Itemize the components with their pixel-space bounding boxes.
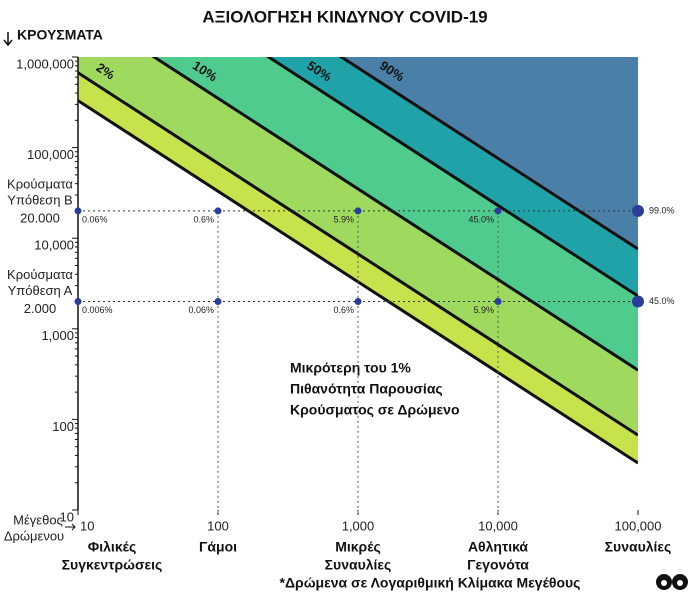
- value-label: 0.06%: [82, 214, 108, 224]
- y-arrow: [3, 32, 13, 47]
- value-label: 5.9%: [333, 214, 354, 224]
- scenario-point: [494, 207, 502, 215]
- scenario-cases: 20.000: [20, 210, 60, 225]
- event-label: Φιλικές: [88, 539, 136, 555]
- value-label: 0.006%: [82, 305, 113, 315]
- annotation: Κρούσματος σε Δρώμενο: [290, 402, 460, 418]
- scenario-point: [354, 298, 362, 306]
- scenario-point: [214, 207, 222, 215]
- logo: [656, 574, 688, 590]
- y-tick-label: 10,000: [34, 238, 74, 253]
- x-tick-label: 100,000: [615, 518, 662, 533]
- scenario-point: [74, 298, 82, 306]
- value-label: 0.6%: [333, 305, 354, 315]
- y-tick-label: 10: [60, 509, 74, 524]
- x-axis-title: Μέγεθος: [13, 512, 63, 527]
- y-tick-label: 1,000: [41, 328, 74, 343]
- event-label: Γάμοι: [199, 539, 237, 555]
- scenario-point: [354, 207, 362, 215]
- scenario-cases: 2.000: [24, 301, 57, 316]
- scenario-label: Υπόθεση Α: [8, 283, 73, 298]
- risk-line: [151, 57, 638, 372]
- value-label: 0.06%: [188, 305, 214, 315]
- scenario-point: [74, 207, 82, 215]
- annotation: Πιθανότητα Παρουσίας: [290, 381, 443, 397]
- event-label: Μικρές: [335, 539, 381, 555]
- footnote: *Δρώμενα σε Λογαριθμική Κλίμακα Μεγέθους: [280, 575, 581, 591]
- event-label: Γεγονότα: [467, 557, 529, 573]
- value-label: 5.9%: [473, 305, 494, 315]
- annotation: Μικρότερη του 1%: [290, 360, 411, 376]
- x-axis-title: Δρώμενου: [4, 528, 64, 543]
- value-label: 0.6%: [193, 214, 214, 224]
- y-tick-label: 100: [52, 419, 74, 434]
- y-axis-title: ΚΡΟΥΣΜΑΤΑ: [17, 27, 103, 43]
- event-label: Αθλητικά: [468, 539, 528, 555]
- x-tick-label: 100: [207, 518, 229, 533]
- event-label: Συναυλίες: [325, 557, 392, 573]
- y-tick-label: 100,000: [27, 147, 74, 162]
- event-label: Συναυλίες: [605, 539, 672, 555]
- value-label: 45.0%: [468, 214, 494, 224]
- value-label: 45.0%: [649, 296, 675, 306]
- scenario-label: Κρούσματα: [7, 267, 73, 282]
- y-tick-label: 1,000,000: [16, 56, 74, 71]
- x-tick-label: 10: [80, 518, 94, 533]
- scenario-point: [632, 295, 644, 308]
- risk-line: [78, 71, 638, 437]
- value-label: 99.0%: [649, 205, 675, 215]
- x-tick-label: 10,000: [478, 518, 518, 533]
- x-arrow: [65, 523, 76, 531]
- scenario-point: [632, 204, 644, 217]
- chart-title: ΑΞΙΟΛΟΓΗΣΗ ΚΙΝΔΥΝΟΥ COVID-19: [202, 7, 487, 26]
- x-tick-label: 1,000: [342, 518, 375, 533]
- scenario-point: [214, 298, 222, 306]
- risk-line: [338, 57, 638, 251]
- risk-line: [265, 57, 638, 298]
- scenario-label: Υπόθεση Β: [7, 192, 72, 207]
- scenario-point: [494, 298, 502, 306]
- event-label: Συγκεντρώσεις: [62, 557, 163, 573]
- scenario-label: Κρούσματα: [7, 176, 73, 191]
